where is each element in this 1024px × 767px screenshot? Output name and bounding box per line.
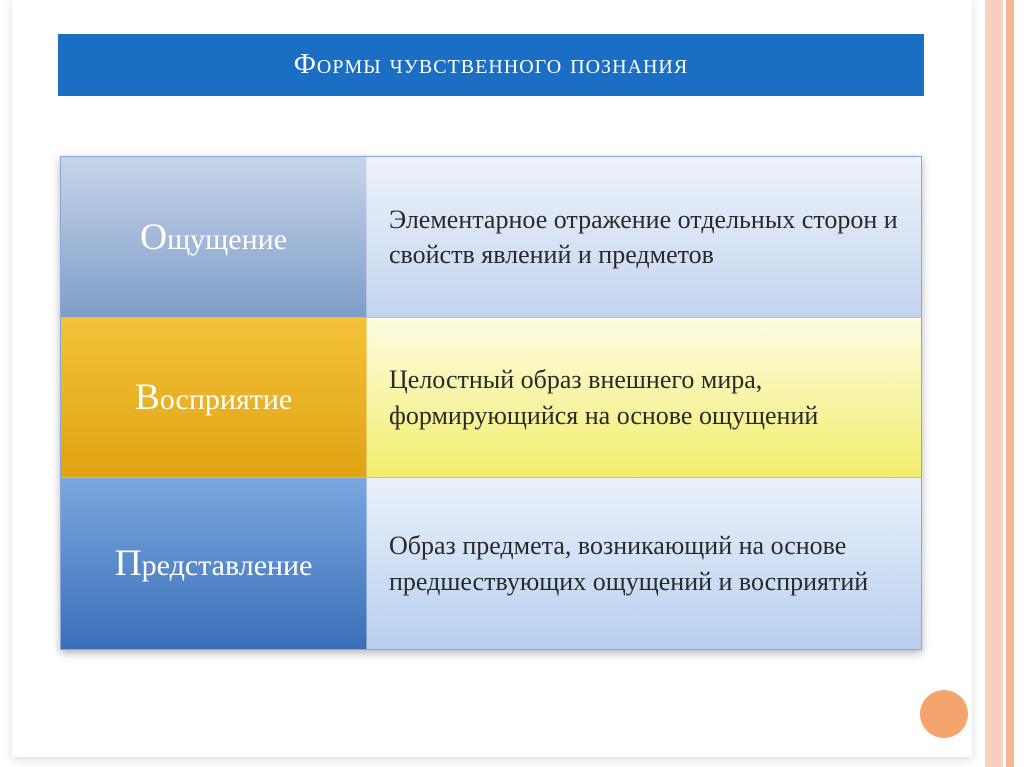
table-row: Ощущение Элементарное отражение отдельны… [61, 157, 921, 317]
definition-cell: Целостный образ внешнего мира, формирующ… [367, 318, 921, 477]
title-bar: Формы чувственного познания [58, 34, 924, 96]
table-row: Восприятие Целостный образ внешнего мира… [61, 317, 921, 477]
definition-text: Целостный образ внешнего мира, формирующ… [389, 362, 899, 432]
term-cell: Восприятие [61, 318, 367, 477]
definition-text: Элементарное отражение отдельных сторон … [389, 202, 899, 272]
definition-cell: Элементарное отражение отдельных сторон … [367, 157, 921, 317]
term-rest: редставление [142, 549, 313, 583]
page-number-circle [920, 690, 968, 738]
table-row: Представление Образ предмета, возникающи… [61, 477, 921, 649]
decor-stripe-outer [985, 0, 1003, 767]
term-rest: осприятие [160, 383, 292, 417]
definition-cell: Образ предмета, возникающий на основе пр… [367, 478, 921, 649]
term-cap: О [140, 216, 167, 259]
decor-stripe-inner [1006, 0, 1014, 767]
term-cap: В [135, 376, 160, 419]
slide-title: Формы чувственного познания [294, 49, 688, 81]
term-rest: щущение [167, 223, 287, 257]
definition-text: Образ предмета, возникающий на основе пр… [389, 528, 899, 598]
term-cell: Представление [61, 478, 367, 649]
slide-surface: Формы чувственного познания Ощущение Эле… [12, 0, 972, 757]
term-cap: П [115, 542, 142, 585]
definitions-table: Ощущение Элементарное отражение отдельны… [60, 156, 922, 650]
term-cell: Ощущение [61, 157, 367, 317]
